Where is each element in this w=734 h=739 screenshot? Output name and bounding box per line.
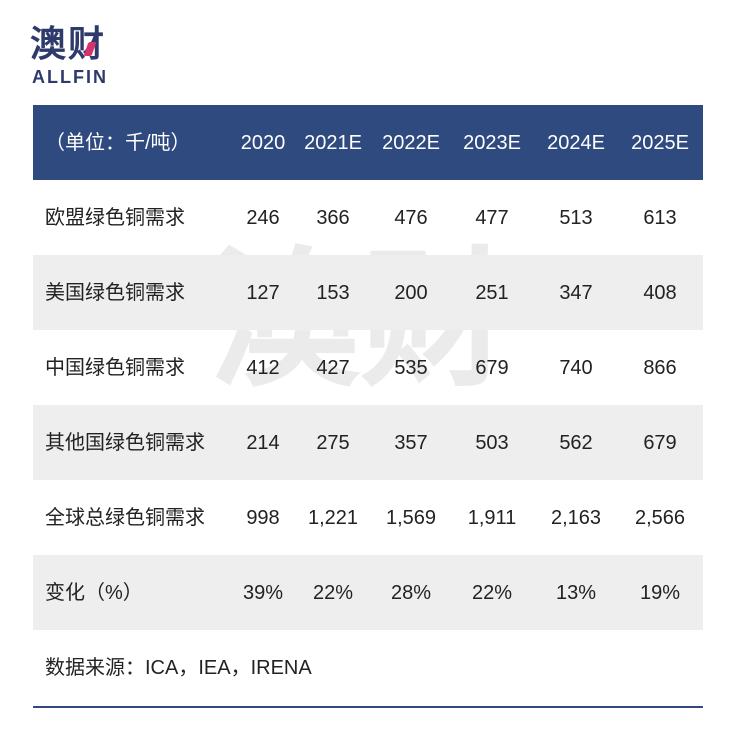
table-cell: 2,163	[550, 506, 602, 529]
header-year: 2024E	[547, 131, 605, 154]
table-cell: 513	[559, 206, 593, 229]
allfin-logo: 澳财 ALLFIN	[30, 22, 120, 92]
table-cell: 1,911	[467, 506, 517, 529]
table-row: 美国绿色铜需求 127 153 200 251 347 408	[33, 255, 703, 330]
table-cell: 998	[246, 506, 280, 529]
table-cell: 246	[246, 206, 280, 229]
table-cell: 866	[643, 356, 677, 379]
row-label: 美国绿色铜需求	[45, 281, 185, 304]
table-cell: 535	[394, 356, 428, 379]
bottom-divider	[33, 706, 703, 708]
table-cell: 613	[643, 206, 677, 229]
copper-demand-table: （单位：千/吨） 2020 2021E 2022E 2023E 2024E 20…	[33, 105, 703, 630]
table-cell: 740	[559, 356, 593, 379]
table-cell: 412	[246, 356, 280, 379]
table-cell: 427	[316, 356, 350, 379]
table-cell: 275	[316, 431, 350, 454]
table-row: 其他国绿色铜需求 214 275 357 503 562 679	[33, 405, 703, 480]
table-cell: 476	[394, 206, 428, 229]
row-label: 中国绿色铜需求	[45, 356, 185, 379]
table-cell: 200	[394, 281, 428, 304]
table-cell: 22%	[312, 581, 354, 604]
header-year: 2023E	[463, 131, 521, 154]
logo-english-text: ALLFIN	[32, 67, 108, 87]
table-row: 全球总绿色铜需求 998 1,221 1,569 1,911 2,163 2,5…	[33, 480, 703, 555]
header-year: 2025E	[631, 131, 689, 154]
table-header-row: （单位：千/吨） 2020 2021E 2022E 2023E 2024E 20…	[33, 105, 703, 180]
table-cell: 562	[559, 431, 593, 454]
data-source-note: 数据来源：ICA，IEA，IRENA	[45, 657, 312, 679]
table-cell: 13%	[555, 581, 597, 604]
table-cell: 251	[475, 281, 509, 304]
table-cell: 39%	[242, 581, 284, 604]
header-year: 2020	[240, 131, 286, 154]
table-cell: 408	[643, 281, 677, 304]
table-cell: 1,569	[385, 506, 437, 529]
table-row: 欧盟绿色铜需求 246 366 476 477 513 613	[33, 180, 703, 255]
table-cell: 477	[475, 206, 509, 229]
table-cell: 679	[643, 431, 677, 454]
table-cell: 19%	[639, 581, 681, 604]
row-label: 变化（%）	[45, 581, 143, 604]
row-label: 其他国绿色铜需求	[45, 431, 205, 454]
table-cell: 2,566	[634, 506, 686, 529]
table-cell: 22%	[471, 581, 513, 604]
table-row: 变化（%） 39% 22% 28% 22% 13% 19%	[33, 555, 703, 630]
table-cell: 679	[475, 356, 509, 379]
row-label: 欧盟绿色铜需求	[45, 206, 185, 229]
header-year: 2021E	[304, 131, 362, 154]
row-label: 全球总绿色铜需求	[45, 506, 205, 529]
table-cell: 28%	[390, 581, 432, 604]
table-cell: 1,221	[307, 506, 359, 529]
table-cell: 127	[246, 281, 280, 304]
table-cell: 347	[559, 281, 593, 304]
header-year: 2022E	[382, 131, 440, 154]
table-cell: 366	[316, 206, 350, 229]
table-cell: 503	[475, 431, 509, 454]
table-cell: 214	[246, 431, 280, 454]
table-row: 中国绿色铜需求 412 427 535 679 740 866	[33, 330, 703, 405]
table-cell: 153	[316, 281, 350, 304]
header-unit: （单位：千/吨）	[45, 131, 191, 154]
table-cell: 357	[394, 431, 428, 454]
